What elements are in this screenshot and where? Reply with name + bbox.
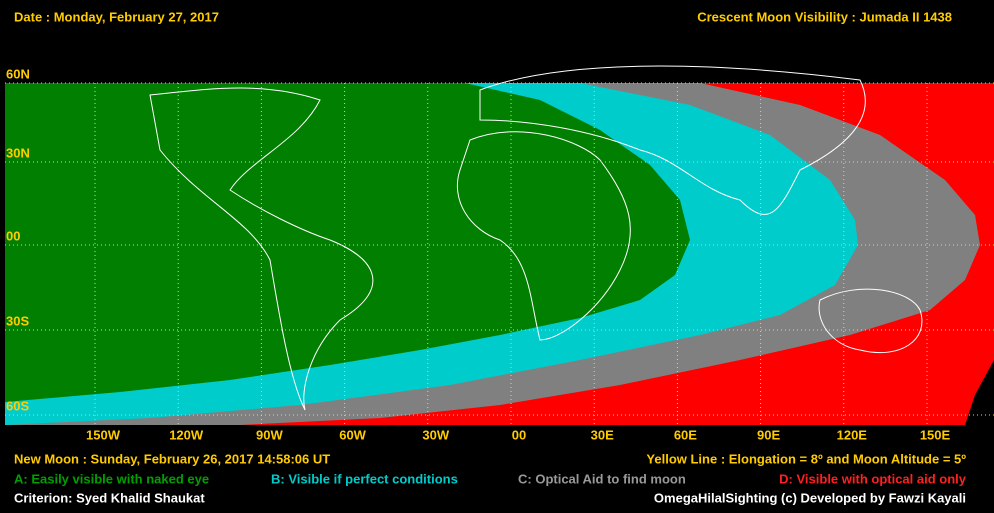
zones: [5, 83, 994, 425]
lon-label: 90W: [256, 427, 283, 442]
lon-label: 00: [512, 427, 526, 442]
lat-label: 60S: [6, 398, 29, 413]
lat-label: 00: [6, 228, 20, 243]
lon-label: 150W: [86, 427, 121, 442]
new-moon: New Moon : Sunday, February 26, 2017 14:…: [14, 451, 330, 466]
date: Date : Monday, February 27, 2017: [14, 9, 219, 24]
criterion: Criterion: Syed Khalid Shaukat: [14, 490, 205, 505]
credit: OmegaHilalSighting (c) Developed by Fawz…: [654, 490, 966, 505]
zone-a: [5, 83, 690, 402]
lat-label: 60N: [6, 66, 30, 81]
lat-label: 30S: [6, 313, 29, 328]
lon-label: 120W: [169, 427, 204, 442]
lon-label: 150E: [920, 427, 951, 442]
legend-c: C: Optical Aid to find moon: [518, 471, 686, 486]
lon-label: 60E: [674, 427, 697, 442]
lon-label: 120E: [837, 427, 868, 442]
graticule: 60N 30N 00 30S 60S 150W 120W 90W 60W 30W 00 30E 60E 9…: [5, 66, 994, 442]
lon-label: 30W: [422, 427, 449, 442]
legend-a: A: Easily visible with naked eye: [14, 471, 209, 486]
lat-label: 30N: [6, 145, 30, 160]
lon-label: 30E: [591, 427, 614, 442]
legend-d: D: Visible with optical aid only: [779, 471, 967, 486]
coastlines: [149, 65, 923, 411]
lon-label: 60W: [339, 427, 366, 442]
legend-b: B: Visible if perfect conditions: [271, 471, 458, 486]
yellow-line-note: Yellow Line : Elongation = 8º and Moon A…: [646, 451, 966, 466]
lon-label: 90E: [757, 427, 780, 442]
map-title: Crescent Moon Visibility : Jumada II 143…: [697, 9, 952, 24]
